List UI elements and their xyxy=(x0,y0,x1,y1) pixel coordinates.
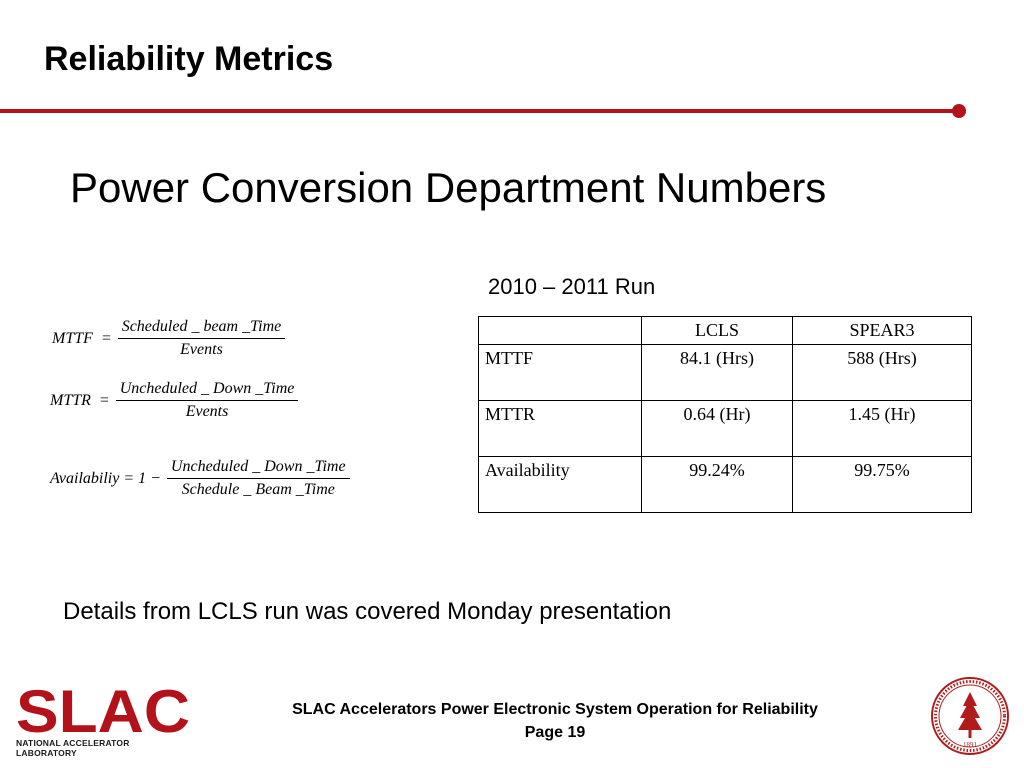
table-cell: 0.64 (Hr) xyxy=(641,400,793,457)
mttr-fraction: Uncheduled _ Down _Time Events xyxy=(115,380,299,421)
table-cell: 1.45 (Hr) xyxy=(792,400,972,457)
table-header-cell: SPEAR3 xyxy=(792,316,972,345)
table-cell: MTTR xyxy=(478,400,642,457)
mttr-formula-lhs: MTTR = xyxy=(50,391,110,409)
table-row: MTTF 84.1 (Hrs) 588 (Hrs) xyxy=(478,344,972,401)
mttr-numerator: Uncheduled _ Down _Time xyxy=(115,380,299,401)
table-cell: MTTF xyxy=(478,344,642,401)
table-row: MTTR 0.64 (Hr) 1.45 (Hr) xyxy=(478,400,972,457)
mttf-denominator: Events xyxy=(180,341,223,358)
mttf-fraction: Scheduled _ beam _Time Events xyxy=(117,318,286,359)
mttf-numerator: Scheduled _ beam _Time xyxy=(117,318,286,339)
table-header-cell xyxy=(478,316,642,345)
table-cell: 99.75% xyxy=(792,456,972,513)
table-header-cell: LCLS xyxy=(641,316,793,345)
availability-numerator: Uncheduled _ Down _Time xyxy=(166,458,350,479)
slac-logo-text: SLAC xyxy=(16,686,190,736)
details-note: Details from LCLS run was covered Monday… xyxy=(63,598,672,625)
mttf-formula-lhs: MTTF = xyxy=(52,329,112,347)
mttr-denominator: Events xyxy=(185,403,229,420)
availability-fraction: Uncheduled _ Down _Time Schedule _ Beam … xyxy=(166,458,350,499)
seal-year: 1891 xyxy=(963,741,978,749)
table-cell: 99.24% xyxy=(641,456,793,513)
slac-logo-subtitle: NATIONAL ACCELERATOR LABORATORY xyxy=(16,738,130,758)
table-header-row: LCLS SPEAR3 xyxy=(478,316,972,345)
slide-footer: SLAC Accelerators Power Electronic Syste… xyxy=(200,698,910,744)
availability-formula-lhs: Availabiliy = 1 − xyxy=(50,469,161,487)
table-cell: 84.1 (Hrs) xyxy=(641,344,793,401)
seal-tree-icon xyxy=(958,692,982,738)
run-label: 2010 – 2011 Run xyxy=(488,274,656,299)
table-cell: 588 (Hrs) xyxy=(792,344,972,401)
metrics-table: LCLS SPEAR3 MTTF 84.1 (Hrs) 588 (Hrs) MT… xyxy=(478,316,972,513)
mttr-formula: MTTR = Uncheduled _ Down _Time Events xyxy=(50,380,299,421)
footer-title: SLAC Accelerators Power Electronic Syste… xyxy=(292,701,818,718)
availability-denominator: Schedule _ Beam _Time xyxy=(181,481,335,498)
slide-title: Reliability Metrics xyxy=(44,40,334,78)
availability-formula: Availabiliy = 1 − Uncheduled _ Down _Tim… xyxy=(50,458,350,499)
table-row: Availability 99.24% 99.75% xyxy=(478,456,972,513)
slide-heading: Power Conversion Department Numbers xyxy=(70,164,827,211)
stanford-seal: 1891 xyxy=(931,677,1009,755)
slac-logo: SLAC NATIONAL ACCELERATOR LABORATORY xyxy=(16,686,192,758)
divider-end-dot xyxy=(952,104,966,118)
slac-logo-mark: SLAC xyxy=(16,686,190,736)
table-cell: Availability xyxy=(478,456,642,513)
title-divider xyxy=(0,109,962,113)
mttf-formula: MTTF = Scheduled _ beam _Time Events xyxy=(52,318,286,359)
page-number: Page 19 xyxy=(524,724,586,741)
